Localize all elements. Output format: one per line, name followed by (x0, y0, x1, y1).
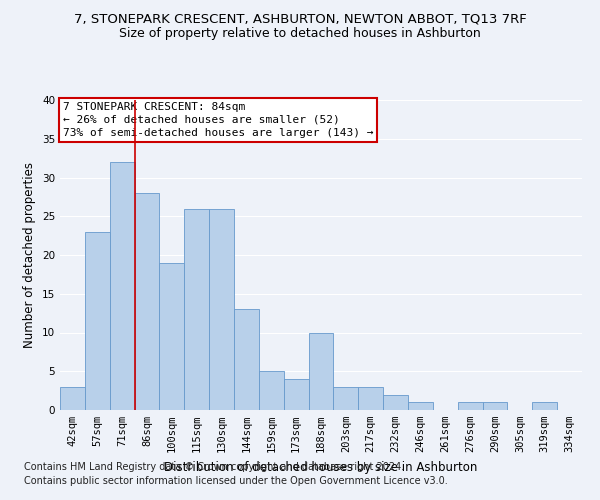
Bar (234, 309, 259, 410)
Bar (532, 402, 557, 410)
Bar (284, 379, 308, 410)
Text: Size of property relative to detached houses in Ashburton: Size of property relative to detached ho… (119, 28, 481, 40)
Bar (184, 208, 209, 410)
Bar (134, 193, 160, 410)
Bar (308, 332, 334, 410)
X-axis label: Distribution of detached houses by size in Ashburton: Distribution of detached houses by size … (164, 460, 478, 473)
Text: Contains public sector information licensed under the Open Government Licence v3: Contains public sector information licen… (24, 476, 448, 486)
Bar (408, 402, 433, 410)
Text: 7 STONEPARK CRESCENT: 84sqm
← 26% of detached houses are smaller (52)
73% of sem: 7 STONEPARK CRESCENT: 84sqm ← 26% of det… (62, 102, 373, 138)
Text: 7, STONEPARK CRESCENT, ASHBURTON, NEWTON ABBOT, TQ13 7RF: 7, STONEPARK CRESCENT, ASHBURTON, NEWTON… (74, 12, 526, 26)
Bar (60, 387, 85, 410)
Text: Contains HM Land Registry data © Crown copyright and database right 2024.: Contains HM Land Registry data © Crown c… (24, 462, 404, 472)
Bar (482, 402, 508, 410)
Y-axis label: Number of detached properties: Number of detached properties (23, 162, 37, 348)
Bar (458, 402, 482, 410)
Bar (334, 387, 358, 410)
Bar (259, 371, 284, 410)
Bar (160, 263, 184, 410)
Bar (358, 387, 383, 410)
Bar (383, 394, 408, 410)
Bar (209, 208, 234, 410)
Bar (110, 162, 134, 410)
Bar (85, 232, 110, 410)
